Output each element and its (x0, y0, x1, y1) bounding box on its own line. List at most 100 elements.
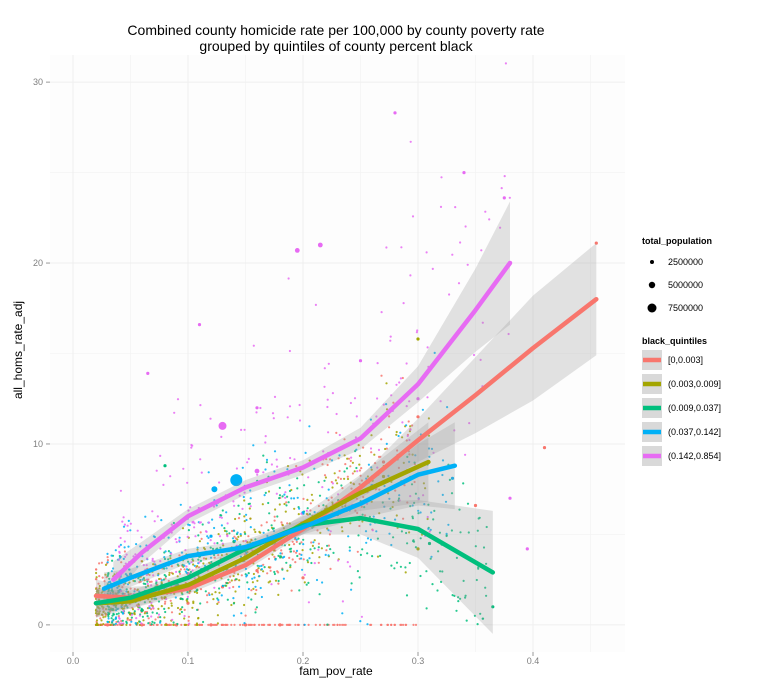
data-point (118, 550, 121, 553)
data-point (317, 504, 320, 508)
data-point (141, 578, 144, 581)
data-point (348, 549, 351, 552)
data-point (244, 614, 247, 617)
data-point (104, 608, 108, 611)
data-point (382, 403, 385, 406)
data-point (405, 594, 409, 597)
data-point (366, 537, 370, 540)
data-point (146, 582, 149, 586)
data-point (152, 623, 155, 627)
data-point (217, 601, 220, 604)
data-point (160, 581, 163, 584)
data-point (279, 552, 282, 555)
data-point (289, 547, 293, 550)
data-point (205, 557, 208, 560)
data-point (100, 619, 103, 622)
data-point (369, 418, 372, 421)
data-point (417, 512, 420, 515)
data-point (298, 403, 301, 407)
data-point (193, 577, 196, 580)
data-point (239, 534, 242, 537)
data-point (253, 576, 256, 579)
data-point (173, 411, 176, 414)
data-point (502, 196, 506, 200)
data-point (155, 597, 158, 601)
data-point (409, 140, 412, 143)
data-point (186, 535, 189, 539)
data-point (183, 608, 186, 612)
data-point (216, 614, 219, 617)
data-point (388, 415, 391, 418)
data-point (239, 555, 242, 558)
size-legend-label: 7500000 (668, 303, 703, 313)
data-point (98, 610, 101, 613)
data-point (246, 541, 249, 544)
data-point (121, 592, 124, 595)
data-point (426, 346, 429, 349)
data-point (389, 339, 392, 342)
data-point (381, 460, 386, 464)
data-point (401, 376, 404, 380)
data-point (289, 566, 292, 569)
data-point (390, 543, 393, 547)
y-tick-label: 30 (33, 77, 43, 87)
data-point (411, 453, 414, 456)
data-point (328, 533, 331, 536)
data-point (354, 436, 357, 439)
scatter-points (94, 62, 598, 627)
data-point (122, 516, 125, 519)
data-point (172, 521, 175, 525)
data-point (207, 471, 210, 474)
data-point (243, 531, 246, 534)
data-point (430, 511, 433, 514)
data-point (125, 590, 128, 593)
data-point (212, 623, 215, 627)
data-point (163, 573, 166, 577)
data-point (333, 623, 336, 627)
data-point (390, 394, 393, 397)
data-point (316, 529, 319, 532)
data-point (126, 617, 129, 620)
data-point (263, 623, 266, 627)
data-point (94, 597, 98, 601)
data-point (170, 611, 174, 614)
data-point (180, 551, 184, 554)
data-point (118, 617, 121, 620)
data-point (281, 568, 284, 571)
data-point (309, 509, 312, 512)
data-point (354, 509, 357, 512)
data-point (185, 568, 189, 571)
data-point (198, 540, 201, 543)
data-point (146, 580, 149, 583)
data-point (473, 503, 478, 508)
data-point (465, 619, 468, 622)
data-point (160, 605, 163, 608)
data-point (210, 560, 213, 564)
data-point (406, 455, 409, 458)
data-point (324, 553, 327, 557)
data-point (156, 623, 159, 627)
data-point (104, 612, 107, 615)
data-point (399, 431, 402, 434)
data-point (351, 461, 354, 464)
data-point (136, 529, 139, 532)
data-point (280, 521, 283, 524)
data-point (290, 497, 293, 500)
data-point (427, 417, 430, 420)
data-point (153, 560, 156, 563)
data-point (104, 573, 107, 576)
data-point (176, 563, 179, 566)
data-point (243, 491, 246, 494)
data-point (346, 561, 349, 564)
data-point (155, 612, 159, 615)
data-point (401, 421, 404, 424)
data-point (163, 607, 166, 611)
data-point (297, 537, 300, 540)
data-point (216, 622, 219, 625)
data-point (237, 535, 240, 539)
data-point (380, 438, 383, 441)
data-point (163, 567, 166, 570)
data-point (134, 622, 137, 625)
data-point (433, 351, 436, 354)
data-point (275, 458, 278, 461)
